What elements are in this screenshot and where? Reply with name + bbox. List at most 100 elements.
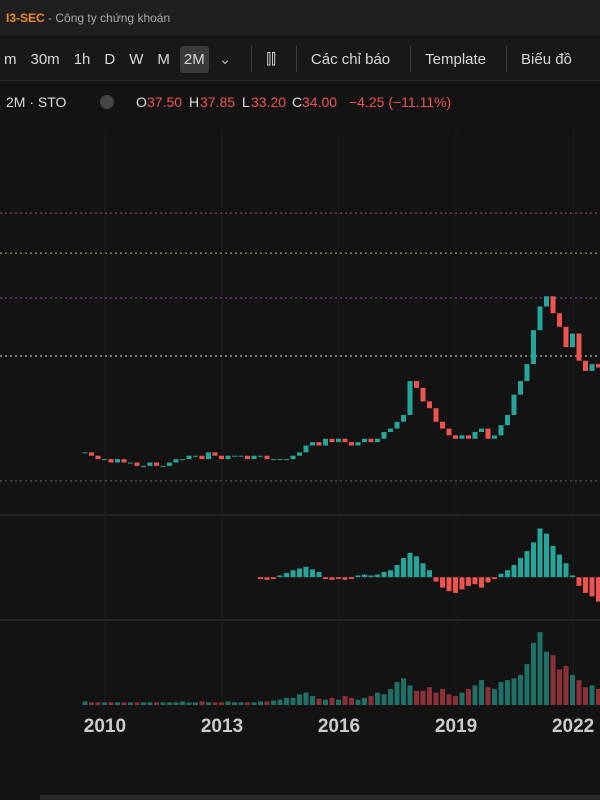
macd-bar	[433, 577, 439, 582]
macd-bar	[505, 570, 510, 578]
macd-bar	[264, 577, 270, 580]
candle	[329, 438, 335, 443]
macd-bar	[453, 577, 458, 593]
volume-bar	[173, 702, 179, 705]
volume-bar	[524, 664, 530, 705]
volume-bar	[284, 697, 289, 705]
interval[interactable]: m	[4, 50, 17, 68]
macd-bar	[550, 545, 556, 578]
macd-bar	[479, 577, 484, 588]
interval[interactable]: D	[104, 50, 116, 68]
x-tick-label: 2016	[318, 716, 360, 737]
candle	[147, 462, 153, 466]
macd-bar	[271, 577, 276, 579]
candle	[336, 438, 341, 443]
candle	[290, 455, 296, 460]
macd-bar	[537, 528, 543, 578]
chart-type[interactable]: Biểu đồ	[521, 50, 572, 68]
volume-bar	[154, 702, 159, 705]
volume-bar	[121, 702, 127, 705]
volume-bar	[212, 702, 218, 705]
intervals: m 30m 1h D W M 2M	[0, 45, 215, 73]
macd-bar	[401, 558, 406, 578]
volume-bar	[381, 694, 387, 705]
volume-bar	[375, 692, 380, 705]
volume-bar	[199, 701, 205, 705]
volume-bar	[498, 681, 504, 705]
candle-icon[interactable]: ⫿⫿	[266, 50, 276, 68]
candle	[225, 455, 231, 460]
candle	[511, 394, 517, 415]
volume-bar	[141, 702, 146, 705]
candle	[583, 360, 588, 371]
volume-bar	[245, 702, 250, 705]
volume-bar	[160, 702, 166, 705]
candle	[420, 387, 426, 402]
candle	[251, 455, 257, 460]
candle	[193, 455, 198, 457]
volume-bar	[596, 689, 600, 705]
toolbar: m 30m 1h D W M 2M ⌄ ⫿⫿ Các chỉ báo Template Bi…	[0, 38, 600, 81]
candle	[466, 435, 471, 439]
c-label: C	[292, 94, 302, 110]
x-tick-label: 2019	[435, 716, 477, 737]
volume-bar	[193, 702, 198, 705]
interval[interactable]: W	[129, 50, 144, 68]
brand: I3-SEC	[6, 11, 45, 25]
volume-bar	[466, 689, 471, 705]
interval[interactable]: M	[157, 50, 170, 68]
volume-bar	[492, 689, 497, 705]
dropdown[interactable]: ⌄	[218, 51, 232, 68]
volume-bar	[362, 697, 367, 705]
volume-bar	[511, 678, 517, 705]
volume-bar	[349, 697, 354, 705]
macd-bar	[563, 563, 569, 578]
macd-bar	[440, 577, 445, 588]
macd-bar	[355, 575, 361, 578]
indicators[interactable]: Các chỉ báo	[310, 50, 391, 68]
macd-bar	[277, 575, 283, 578]
volume-bar	[459, 692, 465, 705]
candle	[232, 455, 237, 457]
candle	[446, 428, 452, 436]
volume-bar	[401, 678, 406, 705]
candle	[596, 364, 600, 368]
candle	[362, 438, 367, 443]
candle	[401, 415, 406, 422]
toggle[interactable]	[100, 95, 114, 109]
macd-bar	[544, 533, 549, 578]
candle	[82, 452, 88, 454]
volume-bar	[440, 689, 445, 705]
interval[interactable]: 1h	[73, 50, 91, 68]
macd-bar	[589, 577, 595, 597]
x-tick-label: 2010	[84, 716, 126, 737]
macd-bar	[381, 571, 387, 578]
candle	[271, 459, 276, 461]
macd-bar	[368, 575, 374, 578]
volume-bar	[290, 697, 296, 705]
volume-bar	[414, 690, 419, 705]
template[interactable]: Template	[425, 50, 487, 68]
candle	[576, 333, 582, 361]
macd-bar	[407, 552, 413, 578]
macd-bar	[466, 577, 471, 586]
volume-bar	[180, 701, 185, 705]
volume-bar	[355, 699, 361, 705]
volume-bar	[407, 685, 413, 705]
candle	[108, 459, 114, 463]
candle	[141, 465, 146, 467]
macd-bar	[492, 577, 497, 579]
candle	[154, 462, 159, 466]
scrollbar[interactable]	[40, 795, 600, 800]
candle	[238, 455, 244, 457]
candle	[160, 465, 166, 467]
macd-bar	[336, 577, 341, 579]
candle	[167, 462, 172, 466]
candle	[414, 381, 419, 388]
macd-bar	[570, 575, 575, 578]
interval[interactable]: 2M	[179, 45, 209, 73]
volume-bar	[115, 702, 120, 705]
volume-bar	[570, 674, 575, 705]
interval[interactable]: 30m	[30, 50, 60, 68]
candle	[303, 445, 309, 453]
